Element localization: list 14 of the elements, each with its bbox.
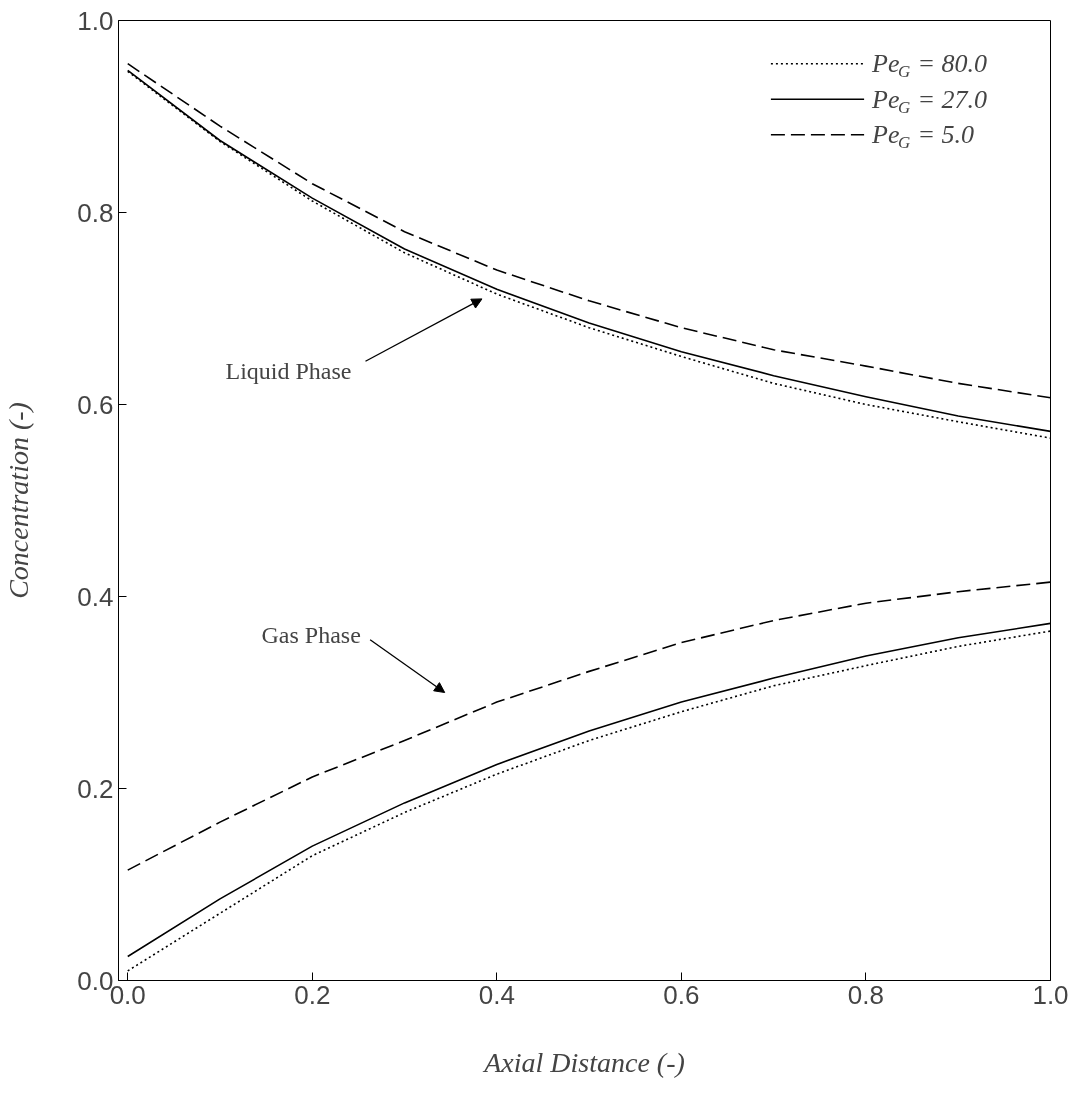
x-tick-label: 0.8 xyxy=(847,979,885,1010)
x-axis-title: Axial Distance (-) xyxy=(482,1046,685,1078)
y-tick-label: 0.2 xyxy=(77,773,114,804)
x-tick-label: 0.4 xyxy=(478,979,515,1010)
y-tick-label: 0.8 xyxy=(77,197,114,228)
annotation: Gas Phase xyxy=(261,621,361,648)
x-tick-label: 1.0 xyxy=(1032,979,1069,1010)
y-axis-title: Concentration (-) xyxy=(3,402,35,599)
x-tick-label: 0.2 xyxy=(294,979,331,1010)
y-tick-label: 0.4 xyxy=(77,581,114,612)
y-tick-label: 0.6 xyxy=(77,389,114,420)
annotation: Liquid Phase xyxy=(225,357,352,384)
x-tick-label: 0.6 xyxy=(663,979,700,1010)
y-tick-label: 1.0 xyxy=(77,5,114,36)
